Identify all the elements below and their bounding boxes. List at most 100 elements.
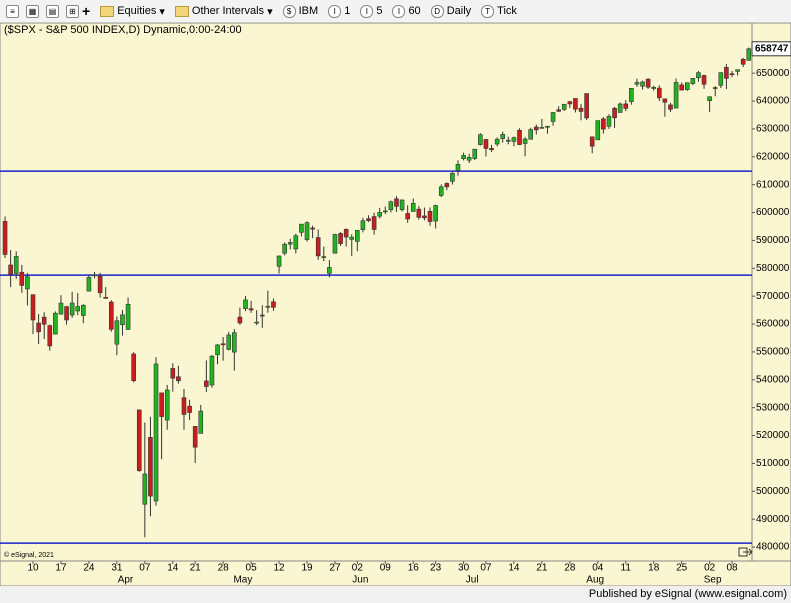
candle-body [8,264,13,275]
candle-body [81,304,86,316]
candle-body [673,82,679,109]
candle-body [422,215,427,219]
candle-body [360,220,366,230]
x-tick-label: 16 [408,563,420,574]
candle-body [131,353,136,382]
y-tick-label: 480000 [756,542,790,553]
candle-body [371,216,377,230]
candle-body [679,84,684,91]
candle-body [377,212,383,217]
price-axis [751,23,791,562]
label: Equities [117,5,157,17]
candle-body [724,66,729,79]
candle-body [382,210,388,213]
x-tick-label: 28 [218,563,230,574]
candle-body [629,87,634,102]
candle-body [97,275,103,294]
candle-body [595,120,601,141]
dropdown[interactable]: Other Intervals ▾ [171,5,273,18]
month-label: Aug [586,575,604,586]
candle-body [198,410,204,434]
candle-body [545,125,550,128]
candle-body [500,134,506,139]
x-tick-label: 24 [83,563,95,574]
icon[interactable]: ⊞ [66,4,79,18]
x-tick-label: 17 [55,563,67,574]
candle-body [584,93,589,119]
y-tick-label: 650000 [756,68,790,79]
candle-body [489,148,494,150]
button[interactable]: T Tick [477,4,517,18]
candle-body [187,405,192,413]
button[interactable]: $ IBM [279,4,319,18]
x-tick-label: 14 [508,563,520,574]
candle-body [410,203,416,212]
x-tick-label: 10 [27,563,39,574]
candle-body [668,104,673,110]
dropdown[interactable]: Equities ▾ [96,5,165,18]
candle-body [528,129,533,140]
candle-body [645,78,651,88]
y-tick-label: 570000 [756,291,790,302]
icon[interactable]: ▦ [26,4,39,18]
button[interactable]: D Daily [427,4,471,18]
candle-body [103,297,108,299]
candle-body [399,199,405,211]
x-tick-label: 31 [111,563,123,574]
x-tick-label: 25 [676,563,688,574]
candle-body [86,277,92,292]
candle-body [232,332,237,353]
candle-body [651,87,657,89]
candle-body [617,103,623,113]
candle-body [170,368,176,379]
icon[interactable]: ▤ [46,4,59,18]
candle-body [176,376,181,382]
x-tick-label: 11 [621,563,632,574]
candle-body [58,302,64,315]
candle-body [215,344,220,356]
candle-body [746,48,752,61]
candle-body [522,138,528,144]
scroll-icon[interactable] [738,547,753,557]
candle-body [153,363,159,502]
x-tick-label: 23 [430,563,442,574]
candle-body [735,69,740,72]
candle-body [304,222,310,240]
month-label: Jul [466,575,479,586]
candle-body [259,314,265,317]
icon[interactable]: ≡ [6,4,19,18]
y-tick-label: 550000 [756,347,790,358]
candle-body [265,305,271,308]
x-tick-label: 14 [167,563,179,574]
label: IBM [298,5,319,17]
add-button[interactable]: + [82,3,91,19]
label: 5 [376,5,383,17]
candle-body [623,103,629,109]
last-price-label: 658747 [755,43,789,54]
x-tick-label: 30 [458,563,470,574]
candle-body [148,437,153,497]
candle-body [299,223,304,233]
candle-body [276,255,282,267]
candle-body [450,172,455,182]
candle-body [472,148,478,159]
candle-body [438,186,444,196]
candle-body [567,101,573,105]
candle-body [237,316,243,324]
candle-body [718,72,724,86]
y-tick-label: 620000 [756,151,790,162]
candle-body [338,233,343,244]
candle-body [164,389,170,421]
candle-body [494,138,500,145]
candle-body [75,306,81,312]
x-tick-label: 21 [536,563,548,574]
candle-body [589,136,595,147]
x-tick-label: 19 [301,563,313,574]
month-label: Sep [704,575,722,586]
candle-body [539,127,545,129]
button[interactable]: I 60 [388,4,421,18]
x-tick-label: 12 [273,563,285,574]
candle-body [53,312,58,335]
